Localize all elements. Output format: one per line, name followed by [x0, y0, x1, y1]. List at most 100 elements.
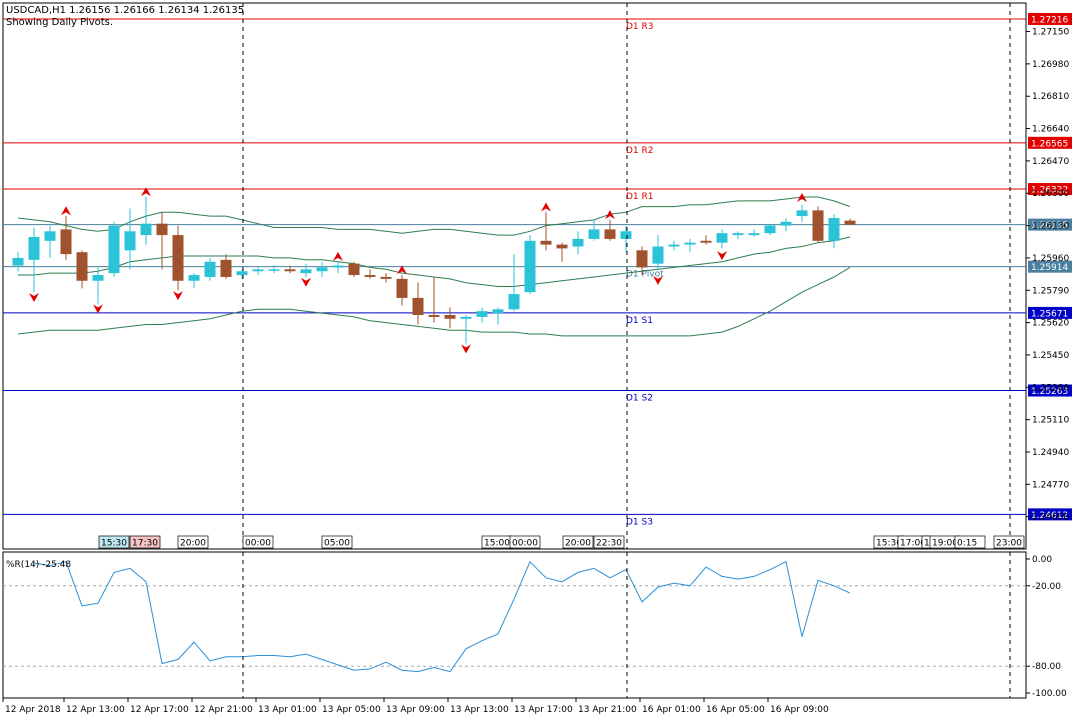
candle	[508, 254, 520, 312]
candle	[316, 261, 328, 277]
pivot-price-label: 1.25263	[1031, 387, 1068, 397]
candle-body	[636, 250, 648, 268]
williams-r-line	[33, 560, 851, 673]
price-tick-label: 1.26300	[1032, 189, 1069, 199]
candle-body	[124, 231, 136, 251]
bollinger-upper-line	[17, 196, 851, 236]
candle	[108, 221, 120, 277]
pivot-name: D1 S3	[626, 517, 653, 527]
price-tick-label: 1.25110	[1032, 416, 1069, 426]
fractal-down-arrow	[461, 344, 471, 354]
candle	[572, 231, 584, 255]
fractal-up-arrow	[141, 187, 151, 197]
candle	[732, 231, 744, 239]
current-price-label: 1.26135	[1031, 221, 1068, 231]
candle	[588, 219, 600, 241]
pivot-price-label: 1.27216	[1031, 15, 1068, 25]
price-tick-label: 1.26130	[1032, 222, 1069, 232]
candle-body	[668, 244, 680, 247]
fractal-up-arrow	[333, 251, 343, 261]
session-tag-label: 15:30	[101, 539, 127, 549]
pivot-price-box	[1028, 136, 1072, 149]
time-axis-label: 16 Apr 01:00	[642, 705, 701, 715]
candle-body	[572, 238, 584, 247]
session-tag-label: 22:30	[596, 539, 622, 549]
current-price-box	[1028, 218, 1072, 231]
candle	[348, 261, 360, 277]
candle-body	[188, 275, 200, 281]
candle-body	[236, 271, 248, 276]
candle	[620, 225, 632, 253]
candle-body	[540, 240, 552, 245]
fractals	[29, 187, 807, 354]
candlesticks	[12, 197, 856, 344]
candle-body	[508, 294, 520, 310]
session-tag: 23:00	[993, 535, 1025, 549]
candle-body	[364, 275, 376, 277]
fractal-down-arrow	[173, 291, 183, 301]
candle	[796, 204, 808, 222]
candle-body	[428, 315, 440, 317]
candle	[636, 246, 648, 276]
candle	[396, 275, 408, 306]
candle	[204, 257, 216, 281]
candle	[684, 238, 696, 253]
pivot-name: D1 R1	[626, 192, 654, 202]
candle-body	[620, 231, 632, 239]
time-axis-label: 12 Apr 13:00	[66, 705, 125, 715]
session-tag-label: 00:00	[245, 539, 271, 549]
candle-body	[492, 309, 504, 314]
axes: 1.27150 1.26980 1.26810 1.26640 1.26470 1.263…	[2, 3, 1069, 715]
candle-body	[76, 252, 88, 281]
price-tick-label: 1.25280	[1032, 383, 1069, 393]
session-tag-label: 05:00	[324, 539, 350, 549]
session-tag-label: 1	[924, 539, 930, 549]
candle-body	[172, 235, 184, 281]
candle-body	[252, 269, 264, 272]
candle	[780, 217, 792, 232]
fractal-down-arrow	[717, 251, 727, 261]
session-tag-box	[321, 535, 353, 549]
candle	[652, 235, 664, 270]
price-tick-label: 1.24600	[1032, 513, 1069, 523]
candle-body	[588, 229, 600, 239]
candle-body	[396, 278, 408, 298]
candle-body	[700, 240, 712, 243]
candle-body	[204, 261, 216, 277]
pivot-name: D1 Pivot	[626, 270, 664, 280]
pivot-price-label: 1.25914	[1031, 263, 1068, 273]
pivot-price-box	[1028, 384, 1072, 397]
candle-body	[300, 269, 312, 274]
candle	[188, 273, 200, 289]
candle-body	[348, 263, 360, 276]
session-tag: 15:30	[98, 535, 130, 549]
candle-body	[60, 229, 72, 255]
fractal-up-arrow	[605, 210, 615, 220]
candle-body	[476, 311, 488, 317]
candle	[172, 225, 184, 291]
pivot-price-box	[1028, 183, 1072, 196]
session-tag: 05:00	[321, 535, 353, 549]
oscillator-tick-label: -100.00	[1032, 689, 1067, 699]
candle	[12, 252, 24, 272]
price-tick-label: 1.26810	[1032, 92, 1069, 102]
pivot-price-box	[1028, 508, 1072, 521]
candle	[844, 218, 856, 225]
candle	[764, 223, 776, 236]
pivot-levels: D1 R3 1.27216 D1 R2 1.26565 D1 R1 1.26322 D1 P…	[3, 12, 1072, 527]
session-tag: 00:00	[509, 535, 541, 549]
time-axis-label: 16 Apr 09:00	[770, 705, 829, 715]
time-axis-label: 12 Apr 17:00	[130, 705, 189, 715]
candle-body	[12, 257, 24, 266]
candle-body	[652, 246, 664, 264]
candle-body	[460, 316, 472, 319]
candle	[300, 263, 312, 277]
candle	[524, 235, 536, 295]
candle	[284, 265, 296, 274]
session-tag-label: 23:00	[996, 539, 1022, 549]
candle	[252, 267, 264, 276]
session-tag: 17:30	[129, 535, 161, 549]
price-tick-label: 1.27150	[1032, 28, 1069, 38]
fractal-down-arrow	[93, 304, 103, 314]
